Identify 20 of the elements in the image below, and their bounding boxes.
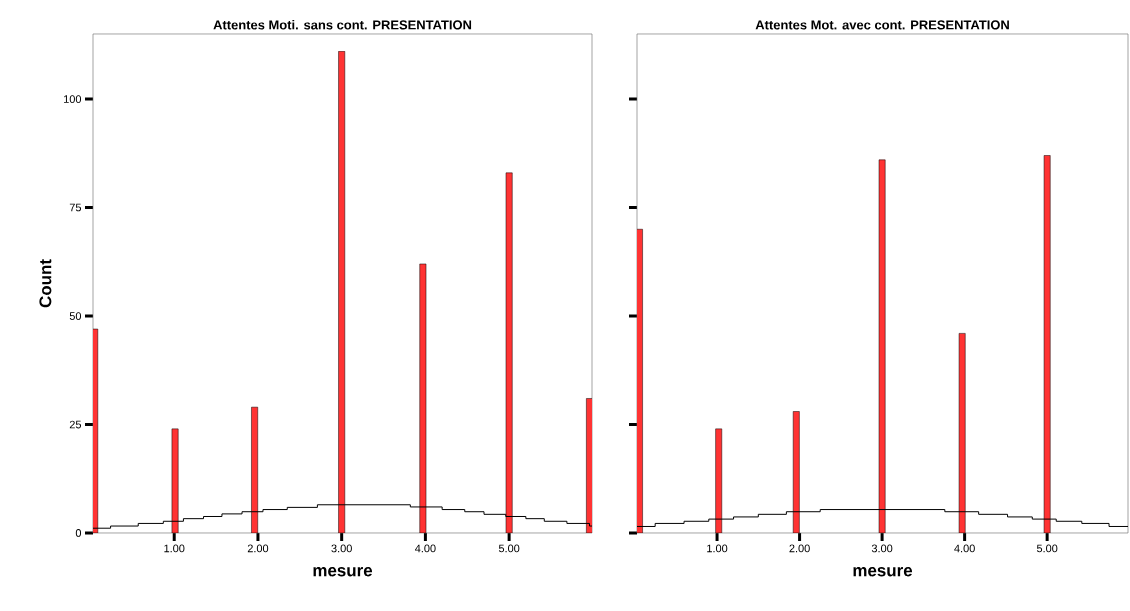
x-axis-title: mesure — [313, 567, 373, 577]
y-tick-label: 25 — [69, 420, 82, 429]
x-tick-label: 1.00 — [164, 544, 185, 553]
y-tick-label: 50 — [69, 312, 82, 320]
y-axis-title: Count — [39, 259, 52, 308]
chart-title: Attentes Moti. sans cont. PRESENTATION — [213, 19, 472, 30]
x-tick-label: 4.00 — [954, 544, 975, 553]
x-tick-label: 4.00 — [414, 544, 436, 553]
x-tick-label: 3.00 — [871, 544, 893, 553]
x-tick-label: 2.00 — [789, 544, 810, 553]
x-axis-title: mesure — [853, 567, 913, 577]
x-tick-label: 5.00 — [498, 544, 520, 553]
x-tick-label: 1.00 — [707, 544, 728, 553]
x-tick-label: 3.00 — [331, 544, 352, 553]
x-tick-label: 2.00 — [247, 544, 269, 553]
y-tick-label: 75 — [69, 203, 82, 212]
chart-title: Attentes Mot. avec cont. PRESENTATION — [755, 20, 1009, 30]
y-tick-label: 0 — [75, 529, 82, 537]
y-tick-label: 100 — [64, 95, 82, 103]
x-tick-label: 5.00 — [1036, 544, 1058, 553]
